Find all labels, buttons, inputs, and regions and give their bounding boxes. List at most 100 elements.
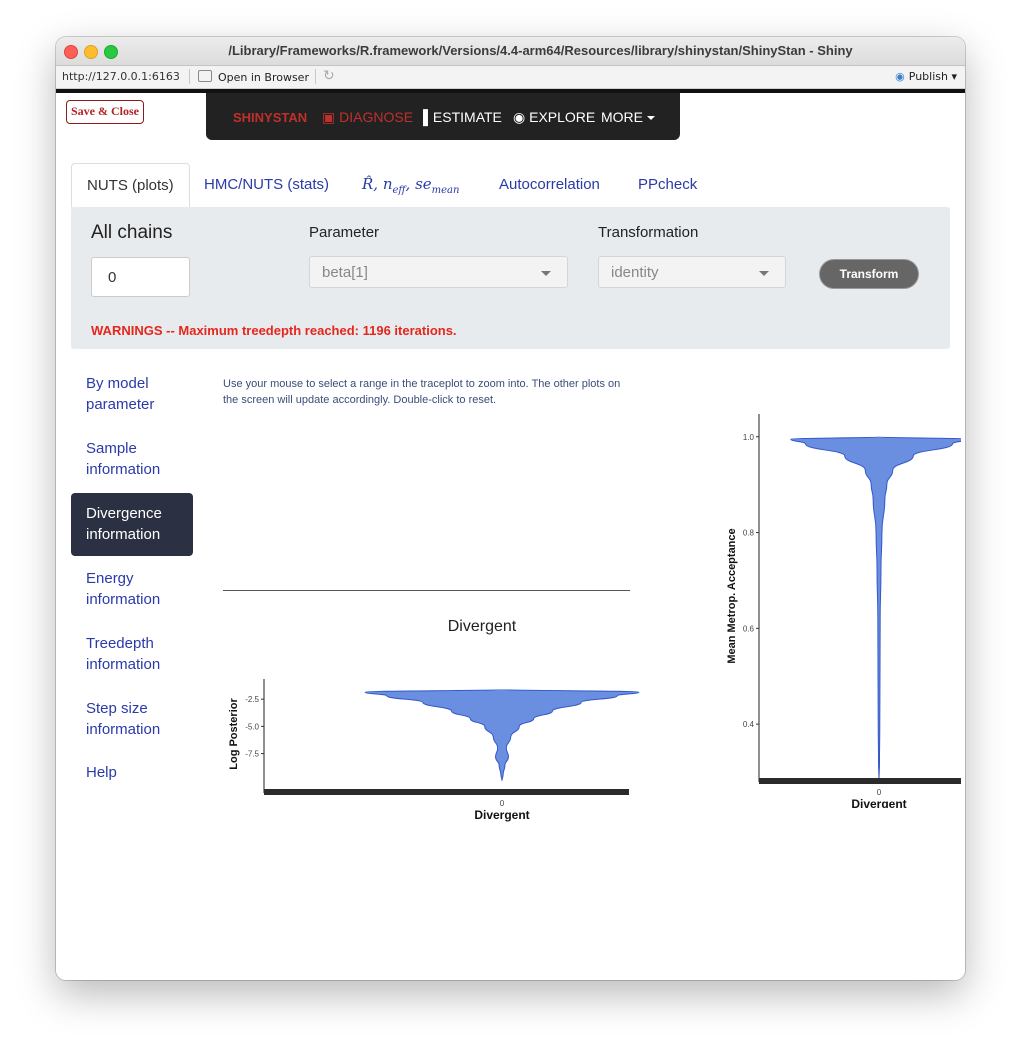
traceplot-help-text: Use your mouse to select a range in the … <box>223 378 621 406</box>
x-axis-label: Divergent <box>474 808 529 822</box>
se-symbol: se <box>415 175 432 193</box>
transformation-label: Transformation <box>598 224 699 241</box>
sidebar-item-label: information <box>86 721 161 738</box>
publish-button[interactable]: ◉ Publish ▾ <box>895 70 957 83</box>
nav-diagnose-label: DIAGNOSE <box>339 109 414 125</box>
dropdown-arrow-icon <box>759 271 769 276</box>
nav-explore-label: EXPLORE <box>529 109 596 125</box>
transformation-value: identity <box>611 264 659 281</box>
bar-chart-icon: ▌ <box>423 109 433 125</box>
dropdown-arrow-icon <box>541 271 551 276</box>
sidebar-item-label: Sample <box>86 440 137 457</box>
sidebar-item-by-model-parameter[interactable]: By model parameter <box>71 373 193 415</box>
y-tick-label: 0.8 <box>743 529 755 538</box>
caret-down-icon <box>647 116 655 120</box>
y-tick-label: 0.4 <box>743 720 755 729</box>
tab-ppcheck[interactable]: PPcheck <box>638 176 698 193</box>
app-window: /Library/Frameworks/R.framework/Versions… <box>56 37 965 980</box>
nav-diagnose[interactable]: ▣ DIAGNOSE <box>322 109 413 126</box>
minimize-window-button[interactable] <box>84 45 98 59</box>
top-navbar: SHINYSTAN ▣ DIAGNOSE ▌ESTIMATE ◉ EXPLORE… <box>206 93 680 140</box>
chains-input[interactable]: 0 <box>91 257 190 297</box>
x-tick-label: 0 <box>877 788 882 797</box>
tab-nuts-plots[interactable]: NUTS (plots) <box>71 163 190 208</box>
nav-explore[interactable]: ◉ EXPLORE <box>513 109 595 126</box>
refresh-icon[interactable]: ↻ <box>323 68 335 84</box>
sidebar-item-label: By model <box>86 375 149 392</box>
transform-button[interactable]: Transform <box>819 259 919 289</box>
sidebar-item-label: information <box>86 526 161 543</box>
parameter-value: beta[1] <box>322 264 368 281</box>
transformation-select[interactable]: identity <box>598 256 786 288</box>
y-tick-label: -7.5 <box>245 750 259 759</box>
title-bar: /Library/Frameworks/R.framework/Versions… <box>56 37 965 66</box>
shinystan-app: Save & Close SHINYSTAN ▣ DIAGNOSE ▌ESTIM… <box>56 93 965 980</box>
controls-panel: All chains 0 Parameter beta[1] Transform… <box>71 207 950 349</box>
sidebar-item-label: information <box>86 591 161 608</box>
publish-label: Publish <box>908 70 948 83</box>
y-axis-label: Log Posterior <box>228 698 240 770</box>
sidebar-item-label: Step size <box>86 700 148 717</box>
open-in-browser-button[interactable]: Open in Browser <box>198 70 309 84</box>
rhat-symbol: R <box>362 175 374 193</box>
y-tick-label: -2.5 <box>245 695 259 704</box>
nav-more-label: MORE <box>601 109 643 125</box>
sidebar-item-label: information <box>86 656 161 673</box>
x-axis-label: Divergent <box>851 797 906 808</box>
eye-icon: ◉ <box>513 109 526 125</box>
neff-symbol: n <box>382 175 393 193</box>
y-tick-label: -5.0 <box>245 722 259 731</box>
sidebar-item-label: Help <box>86 764 117 781</box>
viewer-toolbar: http://127.0.0.1:6163 Open in Browser ↻ … <box>56 66 965 89</box>
zoom-window-button[interactable] <box>104 45 118 59</box>
x-tick-label: 0 <box>500 799 505 808</box>
neff-subscript: eff <box>392 185 406 196</box>
sidebar-item-treedepth-information[interactable]: Treedepth information <box>71 633 193 675</box>
sidebar-item-label: Treedepth <box>86 635 154 652</box>
chains-label: All chains <box>91 222 173 243</box>
nav-estimate-label: ESTIMATE <box>432 109 502 125</box>
toolbar-divider <box>315 69 316 84</box>
parameter-select[interactable]: beta[1] <box>309 256 568 288</box>
parameter-label: Parameter <box>309 224 380 241</box>
violin-shape <box>364 688 640 781</box>
sidebar-item-step-size-information[interactable]: Step size information <box>71 698 193 740</box>
sidebar-item-label: Divergence <box>86 505 162 522</box>
sidebar-item-help[interactable]: Help <box>71 762 193 783</box>
sidebar-item-sample-information[interactable]: Sample information <box>71 438 193 480</box>
sidebar-item-label: information <box>86 461 161 478</box>
save-close-button[interactable]: Save & Close <box>66 100 144 124</box>
tab-rhat-neff-se[interactable]: R̂, neff, semean <box>362 175 460 196</box>
close-window-button[interactable] <box>64 45 78 59</box>
chart-title: Divergent <box>448 618 517 635</box>
y-tick-label: 1.0 <box>743 433 755 442</box>
sidebar-item-label: parameter <box>86 396 155 413</box>
medkit-icon: ▣ <box>322 109 336 125</box>
window-title: /Library/Frameworks/R.framework/Versions… <box>228 43 853 58</box>
sidebar-item-divergence-information[interactable]: Divergence information <box>71 493 193 556</box>
nav-estimate[interactable]: ▌ESTIMATE <box>423 109 502 125</box>
y-tick-label: 0.6 <box>743 624 755 633</box>
se-subscript: mean <box>431 185 460 196</box>
open-in-browser-label: Open in Browser <box>218 71 309 84</box>
nav-brand[interactable]: SHINYSTAN <box>233 110 308 125</box>
browser-icon <box>198 70 212 82</box>
y-axis-label: Mean Metrop. Acceptance <box>726 528 738 663</box>
sidebar-item-label: Energy <box>86 570 134 587</box>
nav-more-dropdown[interactable]: MORE <box>601 109 655 125</box>
diagnostics-tabs: NUTS (plots) HMC/NUTS (stats) R̂, neff, … <box>71 163 951 208</box>
treedepth-warning: WARNINGS -- Maximum treedepth reached: 1… <box>91 323 457 338</box>
sidebar-item-energy-information[interactable]: Energy information <box>71 568 193 610</box>
x-axis-bar <box>759 778 961 784</box>
violin-shape <box>790 436 961 783</box>
url-text: http://127.0.0.1:6163 <box>62 70 180 83</box>
toolbar-divider <box>189 69 190 84</box>
tab-hmc-nuts-stats[interactable]: HMC/NUTS (stats) <box>204 176 329 193</box>
x-axis-bar <box>264 789 629 795</box>
traceplot-area[interactable] <box>223 590 630 591</box>
tab-autocorrelation[interactable]: Autocorrelation <box>499 176 600 193</box>
header-rule <box>56 89 965 93</box>
publish-icon: ◉ <box>895 70 905 83</box>
